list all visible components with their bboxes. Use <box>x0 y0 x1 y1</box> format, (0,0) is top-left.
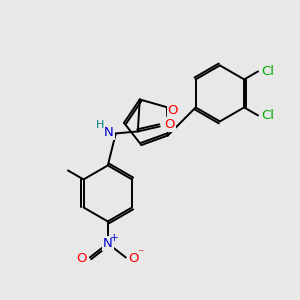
Text: Cl: Cl <box>262 109 275 122</box>
Text: O: O <box>76 252 87 265</box>
Text: Cl: Cl <box>262 65 275 78</box>
Text: O: O <box>168 104 178 117</box>
Text: O: O <box>164 118 175 131</box>
Text: N: N <box>104 126 114 139</box>
Text: H: H <box>96 120 104 130</box>
Text: O: O <box>128 252 139 265</box>
Text: N: N <box>103 237 113 250</box>
Text: ⁻: ⁻ <box>137 247 144 260</box>
Text: +: + <box>110 233 118 243</box>
